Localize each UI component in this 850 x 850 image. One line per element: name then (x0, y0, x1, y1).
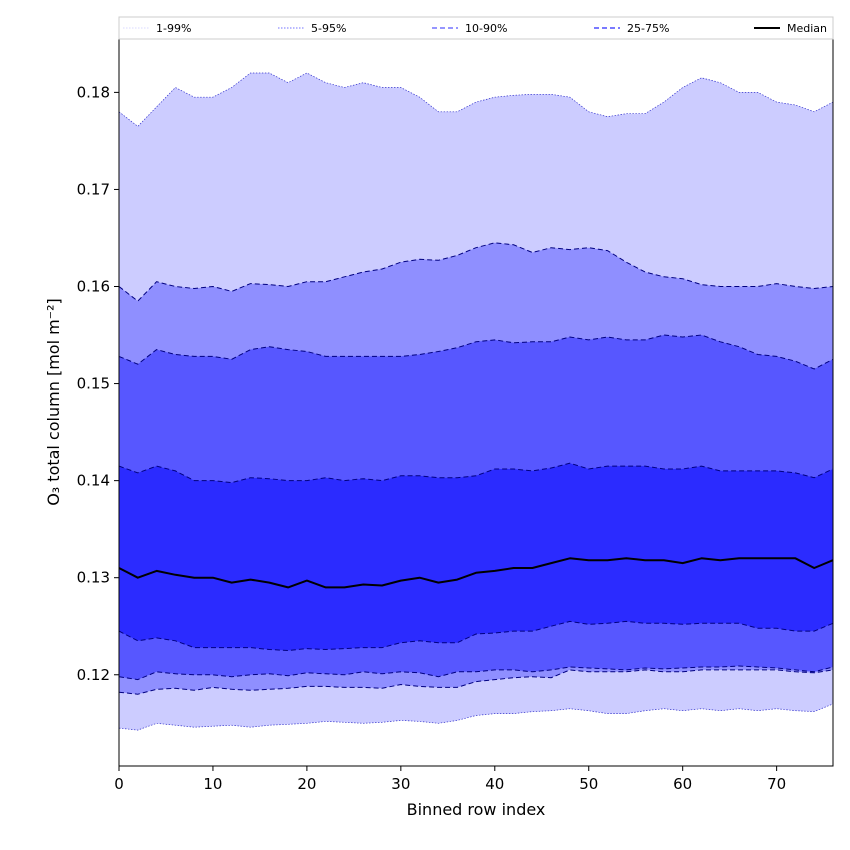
x-axis-label: Binned row index (407, 800, 546, 819)
y-tick-label: 0.17 (77, 180, 110, 198)
median-line (119, 557, 833, 589)
y-tick-label: 0.18 (77, 83, 110, 101)
x-tick-label: 10 (203, 775, 222, 793)
legend-box (118, 16, 834, 40)
legend-label: 1-99% (156, 22, 191, 35)
x-tick-label: 60 (673, 775, 692, 793)
band-25-75-upper-edge (119, 462, 833, 484)
legend-label: 10-90% (465, 22, 507, 35)
band-1-99-lower-edge (119, 703, 833, 731)
legend-label: 25-75% (627, 22, 669, 35)
x-tick-label: 20 (297, 775, 316, 793)
bands-layer (119, 72, 833, 731)
y-tick-label: 0.13 (77, 569, 110, 587)
band-25-75-area (119, 463, 833, 651)
x-axis: 0 10 20 30 40 50 60 70 (114, 766, 786, 793)
x-tick-label: 0 (114, 775, 124, 793)
y-axis: 0.12 0.13 0.14 0.15 0.16 0.17 0.18 (77, 83, 119, 684)
x-tick-label: 50 (579, 775, 598, 793)
legend-label: 5-95% (311, 22, 346, 35)
legend-label: Median (787, 22, 827, 35)
band-5-95-upper-edge (119, 242, 833, 302)
band-5-95-lower-edge (119, 669, 833, 695)
band-10-90-lower-edge (119, 665, 833, 681)
y-tick-label: 0.16 (77, 278, 110, 296)
band-25-75-lower-edge (119, 620, 833, 652)
legend: 1-99% 5-95% 10-90% 25-75% Median (118, 16, 834, 40)
y-tick-label: 0.14 (77, 472, 110, 490)
x-tick-label: 30 (391, 775, 410, 793)
y-tick-label: 0.15 (77, 375, 110, 393)
y-tick-label: 0.12 (77, 666, 110, 684)
band-10-90-upper-edge (119, 334, 833, 370)
x-tick-label: 70 (767, 775, 786, 793)
x-tick-label: 40 (485, 775, 504, 793)
y-axis-label: O₃ total column [mol m⁻²] (44, 298, 63, 506)
median-layer (119, 557, 833, 589)
